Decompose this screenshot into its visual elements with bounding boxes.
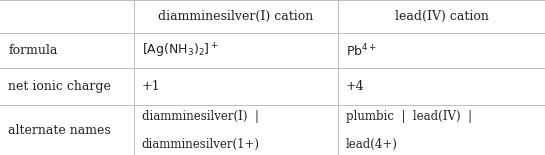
Text: alternate names: alternate names — [8, 124, 111, 137]
Text: +1: +1 — [142, 80, 160, 93]
Text: formula: formula — [8, 44, 58, 57]
Text: +4: +4 — [346, 80, 365, 93]
Text: lead(IV) cation: lead(IV) cation — [395, 10, 488, 23]
Text: diamminesilver(1+): diamminesilver(1+) — [142, 138, 260, 151]
Text: $[\mathrm{Ag(NH_3)_2}]^+$: $[\mathrm{Ag(NH_3)_2}]^+$ — [142, 42, 219, 60]
Text: diamminesilver(I) cation: diamminesilver(I) cation — [158, 10, 313, 23]
Text: plumbic  |  lead(IV)  |: plumbic | lead(IV) | — [346, 110, 472, 123]
Text: net ionic charge: net ionic charge — [8, 80, 111, 93]
Text: $\mathrm{Pb}^{4+}$: $\mathrm{Pb}^{4+}$ — [346, 42, 377, 59]
Text: lead(4+): lead(4+) — [346, 138, 398, 151]
Text: diamminesilver(I)  |: diamminesilver(I) | — [142, 110, 258, 123]
